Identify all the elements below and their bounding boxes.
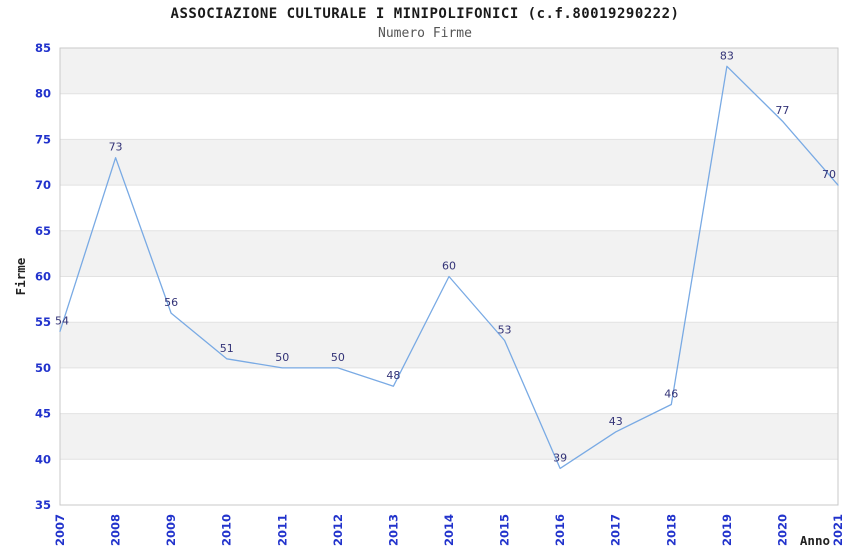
x-axis-title: Anno	[800, 533, 830, 548]
data-point-label: 39	[553, 451, 567, 464]
x-tick-label: 2009	[164, 514, 178, 546]
data-point-label: 73	[109, 141, 123, 154]
x-tick-label: 2015	[498, 514, 512, 546]
x-tick-label: 2007	[53, 514, 67, 546]
x-tick-label: 2021	[831, 514, 845, 546]
x-tick-label: 2011	[275, 514, 289, 546]
data-point-label: 51	[220, 342, 234, 355]
grid-band	[60, 230, 838, 277]
y-tick-label: 65	[35, 224, 51, 238]
data-point-label: 56	[164, 296, 178, 309]
data-point-label: 54	[55, 314, 69, 327]
x-tick-label: 2013	[386, 514, 400, 546]
chart-subtitle: Numero Firme	[378, 26, 472, 41]
x-tick-label: 2008	[109, 514, 123, 546]
x-tick-label: 2010	[220, 514, 234, 546]
y-tick-label: 45	[35, 407, 51, 421]
y-axis-title: Firme	[13, 257, 28, 295]
y-tick-label: 75	[35, 132, 51, 146]
grid-band	[60, 48, 838, 94]
y-tick-label: 60	[35, 270, 51, 284]
data-point-label: 46	[664, 387, 678, 400]
grid-band	[60, 93, 838, 140]
y-tick-label: 35	[35, 498, 51, 512]
grid-band	[60, 139, 838, 186]
x-tick-label: 2020	[775, 514, 789, 546]
data-point-label: 53	[498, 323, 512, 336]
grid-band	[60, 276, 838, 323]
y-tick-label: 40	[35, 452, 51, 466]
y-tick-label: 70	[35, 178, 51, 192]
data-point-label: 70	[822, 168, 836, 181]
y-tick-label: 50	[35, 361, 51, 375]
data-point-label: 83	[720, 49, 734, 62]
data-point-label: 50	[331, 351, 345, 364]
x-tick-label: 2016	[553, 514, 567, 546]
x-tick-label: 2019	[720, 514, 734, 546]
x-tick-label: 2017	[609, 514, 623, 546]
grid-band	[60, 185, 838, 231]
grid-band	[60, 322, 838, 368]
plot-border	[59, 47, 839, 506]
x-tick-label: 2014	[442, 514, 456, 546]
x-tick-label: 2012	[331, 514, 345, 546]
grid-band	[60, 459, 838, 505]
y-tick-label: 80	[35, 87, 51, 101]
grid-band	[60, 413, 838, 460]
data-point-label: 50	[275, 351, 289, 364]
series-line	[59, 65, 839, 470]
data-point-label: 77	[775, 104, 789, 117]
x-tick-label: 2018	[664, 514, 678, 546]
data-point-label: 43	[609, 415, 623, 428]
data-point-label: 60	[442, 260, 456, 273]
y-tick-label: 55	[35, 315, 51, 329]
chart-title: ASSOCIAZIONE CULTURALE I MINIPOLIFONICI …	[170, 6, 680, 22]
grid-band	[60, 367, 838, 414]
y-tick-label: 85	[35, 41, 51, 55]
data-point-label: 48	[386, 369, 400, 382]
